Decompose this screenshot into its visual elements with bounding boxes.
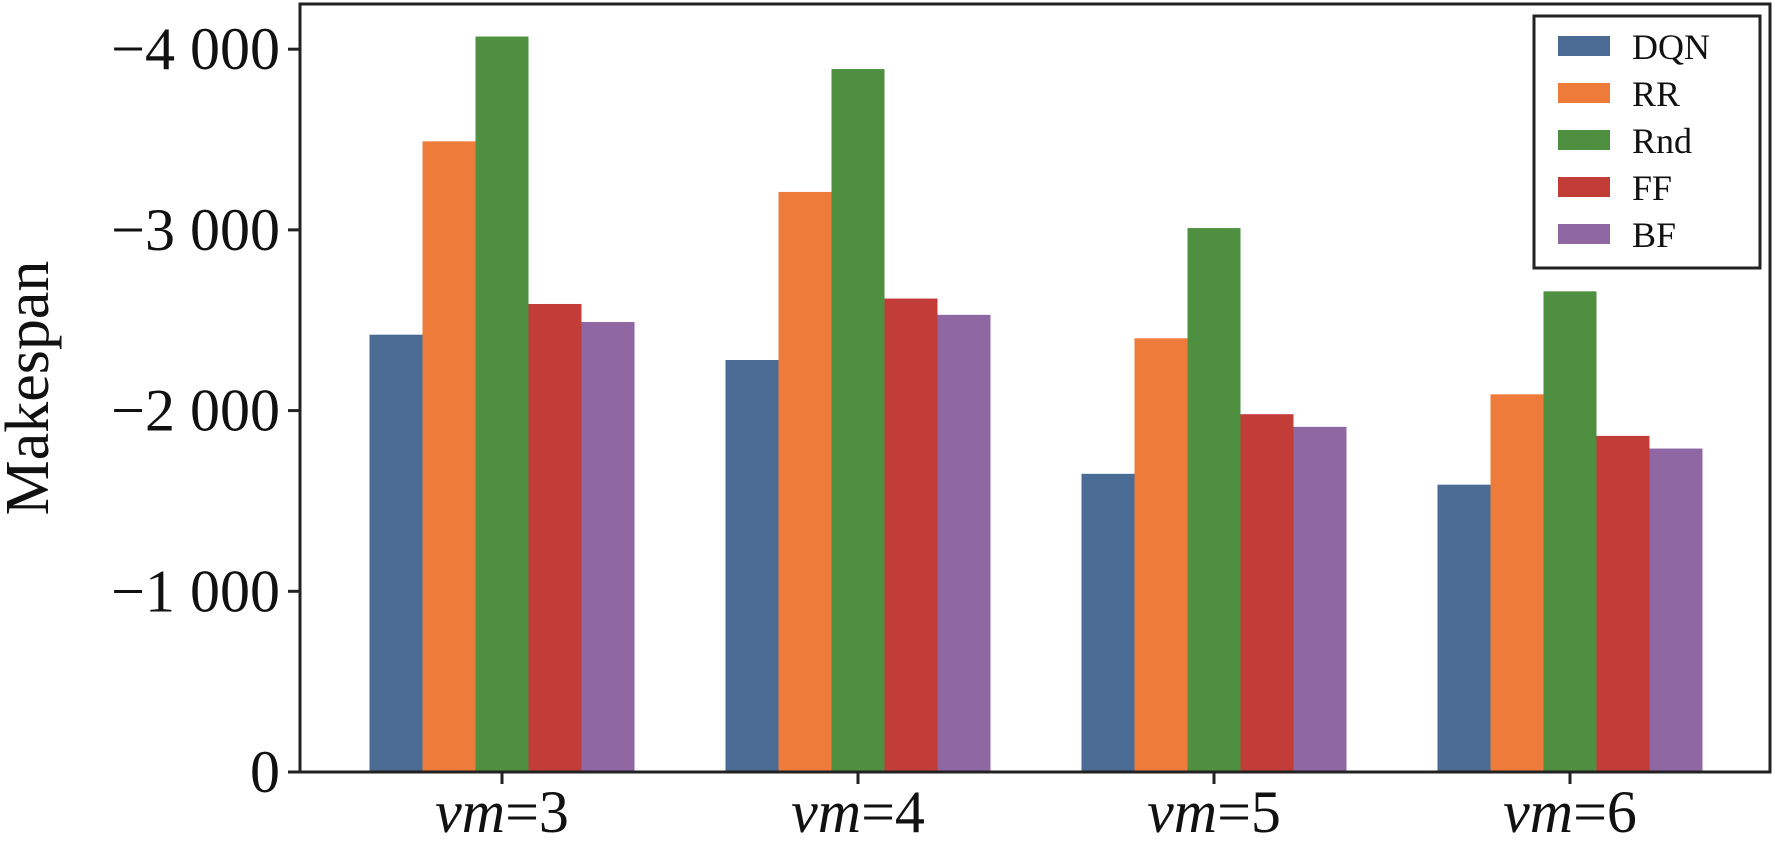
bar-rnd-3 [1187,228,1241,772]
x-tick-label: vm=3 [435,779,569,841]
legend-swatch-rr [1558,83,1610,103]
bar-dqn-4 [1437,484,1491,772]
bar-rnd-1 [475,36,529,773]
x-tick-label-variable: vm [1503,779,1573,841]
legend-label-dqn: DQN [1632,27,1710,67]
legend-swatch-rnd [1558,130,1610,150]
bar-rr-1 [422,141,476,772]
y-tick-label: −2 000 [111,378,280,444]
y-tick-label: −4 000 [111,16,280,82]
bar-rr-4 [1490,394,1544,772]
bar-bf-1 [581,322,635,772]
y-tick-label: −3 000 [111,197,280,263]
x-tick-label-value: =6 [1573,779,1637,841]
x-tick-label-value: =3 [505,779,569,841]
legend-label-ff: FF [1632,168,1672,208]
legend: DQN RR Rnd FF BF [1532,14,1762,270]
x-tick-label: vm=6 [1503,779,1637,841]
bar-rr-3 [1134,338,1188,772]
y-tick-label: 0 [250,739,280,805]
x-tick-label-variable: vm [435,779,505,841]
bar-ff-1 [528,303,582,772]
bar-dqn-1 [369,334,423,772]
legend-swatch-bf [1558,224,1610,244]
bar-ff-3 [1240,414,1294,772]
bar-bf-3 [1293,426,1347,772]
x-tick-label: vm=5 [1147,779,1281,841]
bar-ff-2 [884,298,938,772]
bars-group [369,36,1703,773]
bar-bf-4 [1649,448,1703,772]
plot-frame [298,2,1772,774]
y-axis-label: Makespan [0,261,62,516]
legend-label-bf: BF [1632,215,1676,255]
legend-swatch-dqn [1558,36,1610,56]
y-axis-ticks: 0 −1 000 −2 000 −3 000 −4 000 [111,16,300,805]
x-tick-label-variable: vm [791,779,861,841]
legend-label-rr: RR [1632,74,1680,114]
bar-rr-2 [778,191,832,773]
x-tick-label-value: =4 [861,779,925,841]
bar-ff-4 [1596,435,1650,772]
bar-dqn-2 [725,359,779,772]
y-tick-label: −1 000 [111,558,280,624]
legend-label-rnd: Rnd [1632,121,1692,161]
bar-rnd-4 [1543,291,1597,772]
x-tick-label-value: =5 [1217,779,1281,841]
x-axis-ticks: vm=3 vm=4 vm=5 vm=6 [435,772,1637,841]
x-tick-label-variable: vm [1147,779,1217,841]
bar-rnd-2 [831,69,885,772]
bar-bf-2 [937,314,991,772]
bar-dqn-3 [1081,473,1135,772]
legend-swatch-ff [1558,177,1610,197]
x-tick-label: vm=4 [791,779,925,841]
